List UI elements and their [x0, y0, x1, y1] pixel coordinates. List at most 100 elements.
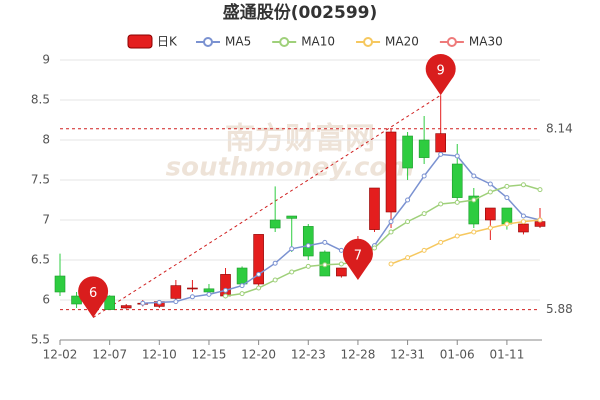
ma-point	[338, 261, 344, 267]
y-tick-label: 6.5	[31, 253, 50, 267]
ma-point	[504, 195, 510, 201]
y-tick-label: 7.5	[31, 173, 50, 187]
ma-point	[256, 285, 262, 291]
ma-point	[438, 239, 444, 245]
ma-point	[520, 213, 526, 219]
ma-point	[305, 243, 311, 249]
x-tick-label: 12-23	[291, 348, 326, 362]
ma-point	[272, 260, 278, 266]
ma-point	[371, 245, 377, 251]
ma-point	[438, 201, 444, 207]
legend-swatch	[279, 37, 290, 47]
ma-point	[405, 197, 411, 203]
ma-point	[438, 151, 444, 157]
candle-body	[451, 163, 463, 198]
candle-body	[170, 285, 182, 299]
x-tick-label: 12-15	[192, 348, 227, 362]
ma-point	[388, 261, 394, 267]
ma-point	[388, 219, 394, 225]
candle-body	[435, 133, 446, 153]
ma-point	[471, 197, 477, 203]
x-tick-label: 12-10	[142, 348, 177, 362]
legend-label: MA5	[225, 35, 251, 49]
ma-point	[504, 221, 510, 227]
pin-marker	[342, 238, 373, 280]
ma-point	[223, 293, 229, 299]
y-tick-label: 5.5	[31, 333, 50, 347]
pin-label: 6	[89, 286, 97, 301]
watermark: 南方财富网	[225, 122, 375, 157]
candle-body	[385, 131, 397, 213]
candle-body	[54, 275, 66, 293]
candle-body	[418, 139, 430, 158]
ma-point	[289, 246, 295, 252]
ma-line	[225, 184, 541, 297]
y-tick-label: 6	[42, 293, 50, 307]
ma-point	[239, 291, 245, 297]
ma-point	[322, 239, 328, 245]
candle-body	[104, 295, 115, 310]
legend-swatch	[363, 37, 374, 47]
legend-swatch	[203, 37, 213, 47]
candle-body	[468, 195, 480, 225]
ma-point	[388, 229, 394, 235]
ma-point	[173, 299, 179, 305]
y-tick-label: 9	[42, 53, 50, 67]
legend-label: MA10	[301, 35, 335, 49]
candle-body	[253, 234, 264, 285]
candle-body	[302, 226, 314, 257]
reference-label: 5.88	[546, 302, 573, 316]
pin-label: 7	[354, 249, 362, 264]
chart-title: 盛通股份(002599)	[223, 2, 378, 23]
ma-point	[421, 247, 427, 253]
candle-body	[203, 288, 215, 293]
candle-body	[369, 187, 380, 230]
x-tick-label: 12-02	[43, 348, 78, 362]
x-tick-label: 12-07	[92, 348, 127, 362]
ma-point	[140, 300, 146, 306]
ma-point	[454, 233, 460, 239]
ma-point	[471, 229, 477, 235]
candle-body	[518, 223, 529, 233]
legend-swatch	[446, 37, 457, 47]
pin-label: 9	[437, 64, 445, 79]
ma-point	[305, 263, 311, 269]
y-tick-label: 7	[42, 213, 50, 227]
x-tick-label: 12-28	[340, 348, 375, 362]
candle-body	[336, 267, 347, 277]
ma-point	[189, 294, 195, 300]
ma-point	[421, 211, 427, 217]
watermark: southmoney.com	[166, 153, 415, 183]
ma-point	[487, 225, 493, 231]
candle-body	[269, 219, 281, 229]
y-tick-label: 8.5	[31, 93, 50, 107]
ma-point	[322, 262, 328, 268]
legend-label: MA20	[385, 35, 419, 49]
ma-point	[537, 187, 543, 193]
ma-point	[405, 255, 411, 261]
ma-point	[256, 271, 262, 277]
ma-point	[206, 291, 212, 297]
x-tick-label: 01-11	[489, 348, 524, 362]
x-tick-label: 01-06	[440, 348, 475, 362]
ma-point	[156, 299, 162, 305]
ma-point	[487, 181, 493, 187]
ma-point	[338, 247, 344, 253]
ma-point	[454, 153, 460, 159]
ma-point	[239, 283, 245, 289]
candle-body	[236, 267, 248, 285]
ma-point	[289, 269, 295, 275]
ma-point	[405, 219, 411, 225]
legend-label: MA30	[469, 35, 503, 49]
ma-point	[454, 199, 460, 205]
ma-point	[520, 182, 526, 188]
ma-line	[390, 219, 541, 265]
x-tick-label: 12-31	[390, 348, 425, 362]
pin-marker	[425, 54, 456, 96]
ma-point	[537, 217, 543, 223]
ma-point	[272, 277, 278, 283]
trend-line	[92, 94, 441, 319]
ma-point	[520, 219, 526, 225]
ma-point	[504, 183, 510, 189]
